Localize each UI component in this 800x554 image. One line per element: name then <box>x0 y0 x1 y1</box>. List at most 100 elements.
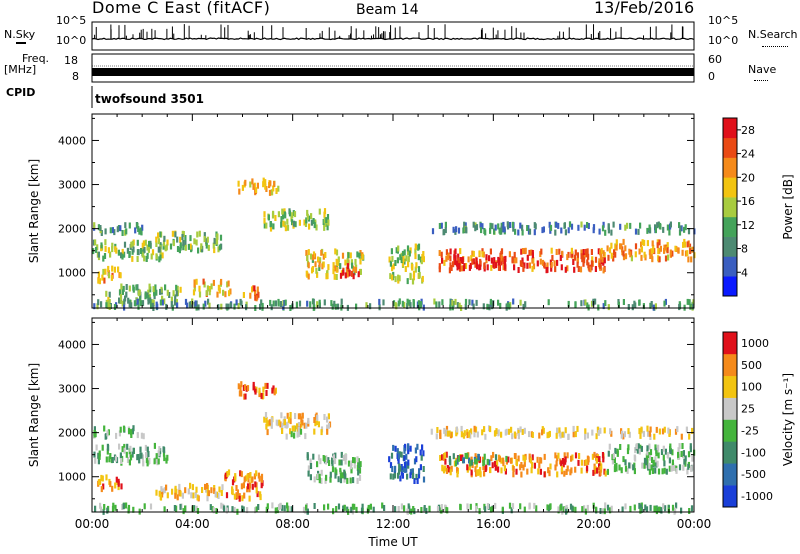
range-gate-cell <box>526 254 529 261</box>
range-gate-cell <box>405 466 408 473</box>
range-gate-cell <box>567 251 570 258</box>
range-gate-cell <box>691 303 695 310</box>
range-gate-cell <box>631 304 634 311</box>
range-gate-cell <box>515 257 518 264</box>
range-gate-cell <box>289 418 292 425</box>
range-gate-cell <box>323 211 326 218</box>
range-gate-cell <box>108 304 111 310</box>
range-gate-cell <box>649 426 652 433</box>
range-gate-cell <box>445 429 448 436</box>
range-gate-cell <box>409 274 412 280</box>
range-gate-cell <box>283 419 286 426</box>
range-gate-cell <box>645 453 648 460</box>
range-gate-cell <box>278 419 281 426</box>
range-gate-cell <box>655 506 658 513</box>
range-gate-cell <box>294 221 297 228</box>
range-gate-cell <box>519 503 522 510</box>
nsky-tick-top: 10^5 <box>56 14 87 27</box>
range-gate-cell <box>475 458 478 465</box>
range-gate-cell <box>317 454 321 461</box>
range-gate-cell <box>332 262 335 269</box>
range-gate-cell <box>197 247 200 254</box>
range-gate-cell <box>412 270 416 277</box>
range-gate-cell <box>547 299 550 306</box>
range-gate-cell <box>469 503 472 510</box>
range-gate-cell <box>478 508 481 515</box>
range-gate-cell <box>100 242 103 249</box>
range-gate-cell <box>638 448 641 455</box>
range-gate-cell <box>414 253 417 260</box>
range-gate-cell <box>504 263 507 270</box>
range-gate-cell <box>661 468 664 475</box>
range-gate-cell <box>658 428 661 435</box>
range-gate-cell <box>549 503 552 510</box>
nsky-panel-frame <box>91 21 695 51</box>
range-gate-cell <box>305 504 308 511</box>
range-gate-cell <box>648 468 651 475</box>
nsky-tick-right-top: 10^5 <box>708 14 739 27</box>
colorbar-swatch <box>723 137 737 158</box>
range-gate-cell <box>178 483 181 490</box>
y-tick-label: 3000 <box>58 383 86 396</box>
range-gate-cell <box>263 222 266 229</box>
freq-label: Freq. <box>22 52 50 65</box>
range-gate-cell <box>200 243 203 250</box>
range-gate-cell <box>604 470 607 477</box>
range-gate-cell <box>141 224 144 231</box>
range-gate-cell <box>607 450 610 457</box>
range-gate-cell <box>556 259 559 266</box>
range-gate-cell <box>520 471 523 478</box>
range-gate-cell <box>472 303 475 310</box>
range-gate-cell <box>175 284 178 291</box>
range-gate-cell <box>272 223 275 230</box>
range-gate-cell <box>454 460 458 467</box>
range-gate-cell <box>622 238 625 245</box>
range-gate-cell <box>541 227 544 234</box>
range-gate-cell <box>260 476 263 483</box>
range-gate-cell <box>576 252 579 259</box>
range-gate-cell <box>479 466 482 473</box>
range-gate-cell <box>506 302 509 309</box>
range-gate-cell <box>110 274 113 281</box>
range-gate-cell <box>538 462 541 469</box>
range-gate-cell <box>404 266 407 272</box>
range-gate-cell <box>281 504 284 511</box>
range-gate-cell <box>209 504 212 511</box>
range-gate-cell <box>344 473 347 480</box>
range-gate-cell <box>136 222 139 229</box>
range-gate-cell <box>472 221 475 228</box>
range-gate-cell <box>357 271 360 278</box>
range-gate-cell <box>663 247 666 254</box>
range-gate-cell <box>690 505 694 512</box>
range-gate-cell <box>523 456 527 463</box>
range-gate-cell <box>111 505 115 512</box>
range-gate-cell <box>336 303 340 310</box>
range-gate-cell <box>574 466 577 473</box>
range-gate-cell <box>249 181 252 188</box>
range-gate-cell <box>195 486 198 493</box>
range-gate-cell <box>637 443 640 450</box>
range-gate-cell <box>243 393 246 400</box>
range-gate-cell <box>161 295 164 302</box>
colorbar-tick-label: 20 <box>741 171 755 184</box>
range-gate-cell <box>315 267 318 274</box>
range-gate-cell <box>296 423 299 430</box>
range-gate-cell <box>358 252 361 259</box>
range-gate-cell <box>614 447 617 454</box>
range-gate-cell <box>119 272 122 279</box>
range-gate-cell <box>161 252 164 259</box>
range-gate-cell <box>109 481 112 488</box>
range-gate-cell <box>556 455 559 462</box>
range-gate-cell <box>242 384 245 391</box>
range-gate-cell <box>99 478 102 485</box>
range-gate-cell <box>255 295 258 302</box>
range-gate-cell <box>133 300 136 307</box>
range-gate-cell <box>457 253 460 260</box>
range-gate-cell <box>656 242 659 249</box>
range-gate-cell <box>284 212 287 219</box>
range-gate-cell <box>280 221 283 228</box>
range-gate-cell <box>365 302 368 309</box>
range-gate-cell <box>440 251 443 258</box>
range-gate-cell <box>564 266 567 273</box>
range-gate-cell <box>521 248 525 254</box>
